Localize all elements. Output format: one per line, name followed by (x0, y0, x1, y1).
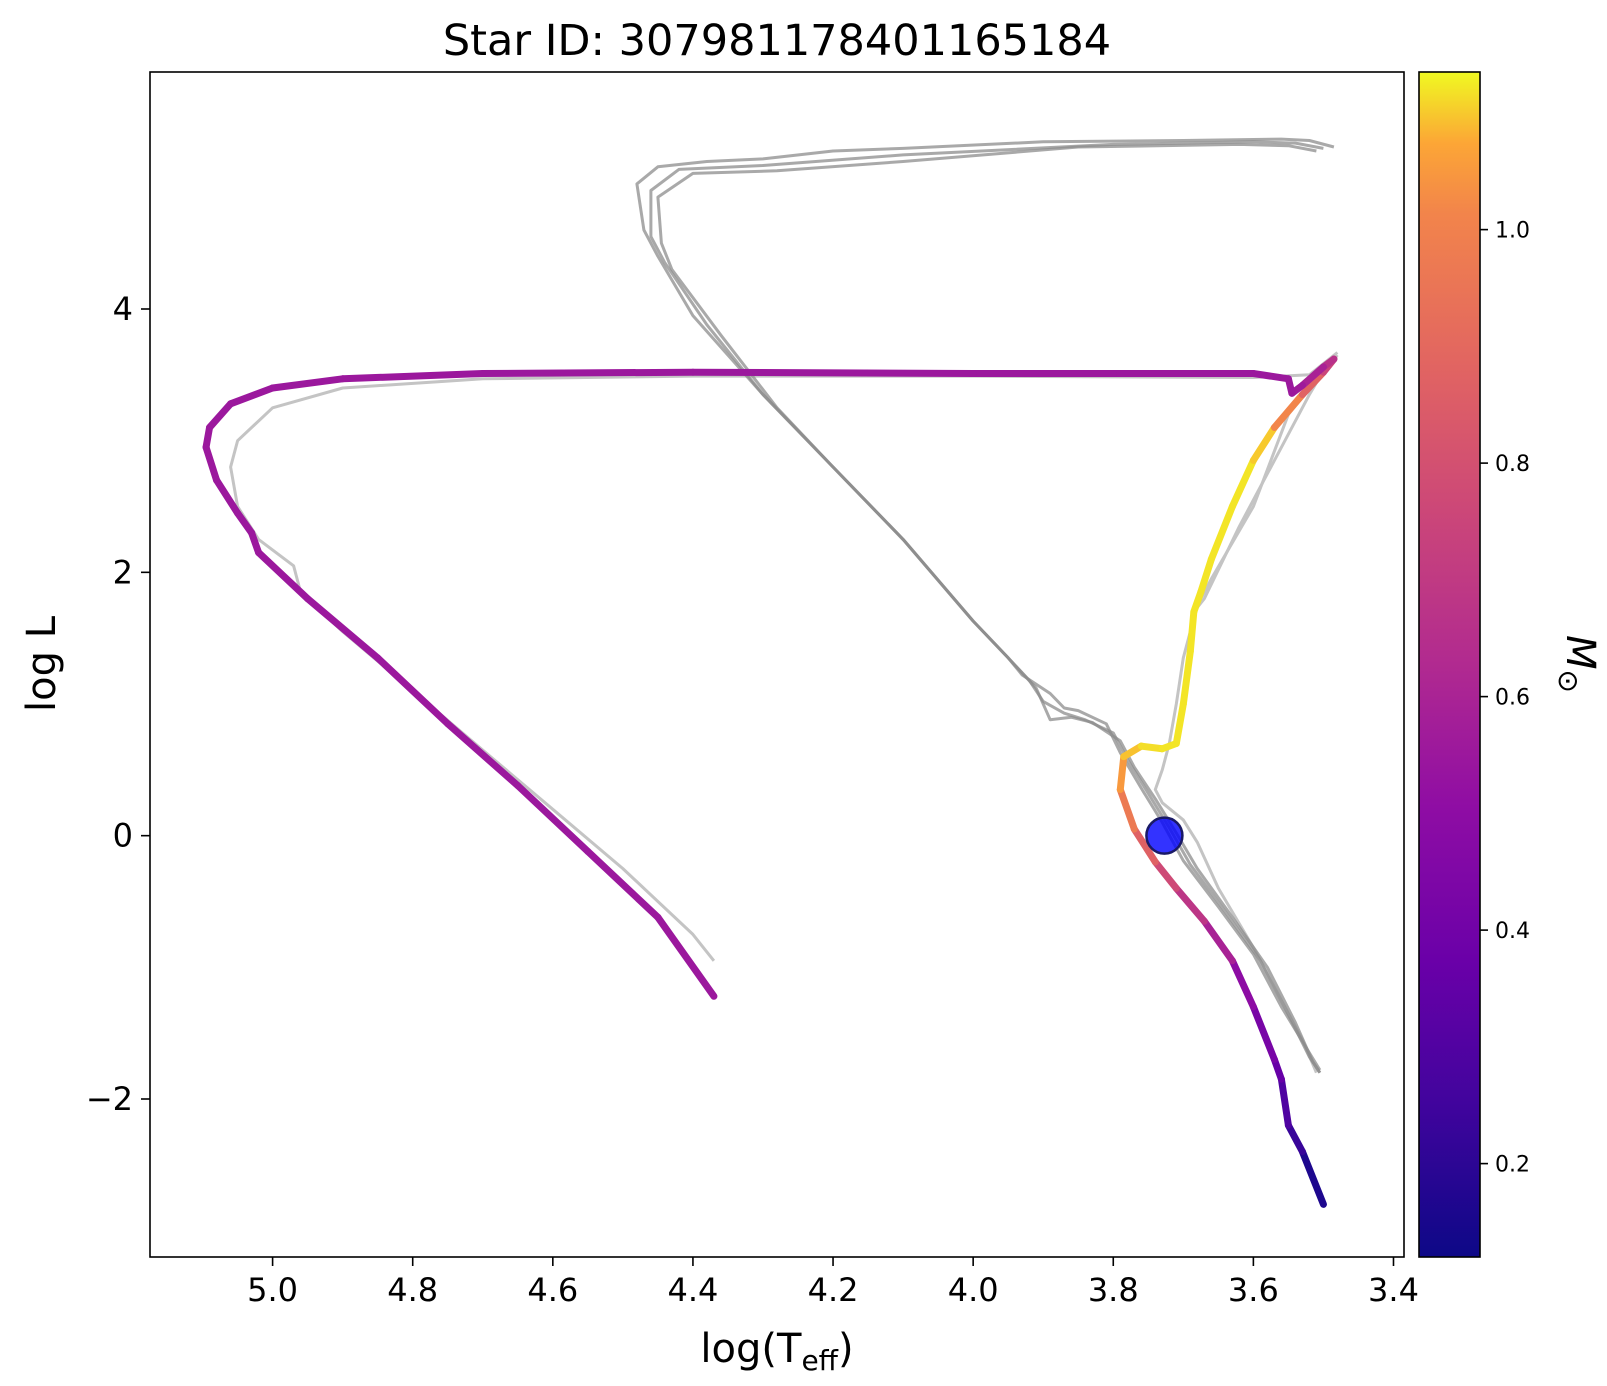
colorbar: 0.2 0.4 0.6 0.8 1.0 M⊙ (1418, 71, 1603, 1258)
colorbar-tick-label: 0.8 (1495, 452, 1530, 477)
main-track-segment (1151, 858, 1180, 892)
main-track-segment (514, 782, 592, 855)
main-track-segment (1200, 917, 1236, 965)
main-track-segment (444, 720, 522, 790)
colorbar-tick-label: 0.6 (1495, 686, 1530, 711)
main-track-segment (304, 595, 382, 662)
reference-track-2 (656, 142, 1322, 1074)
x-tick-label: 3.4 (1368, 1271, 1419, 1309)
y-tick-label: 0 (113, 817, 133, 855)
main-track-segment (1179, 647, 1194, 708)
main-track-segment (1249, 1003, 1278, 1063)
colorbar-ticks: 0.2 0.4 0.6 0.8 1.0 (1480, 219, 1530, 1178)
main-track-segment (1172, 700, 1187, 747)
colorbar-tick-label: 0.4 (1495, 919, 1530, 944)
main-track-segment (584, 847, 662, 921)
x-tick-label: 3.6 (1228, 1271, 1279, 1309)
y-axis-label: log L (19, 615, 65, 712)
chart-title: Star ID: 307981178401165184 (443, 16, 1111, 66)
reference-tracks (635, 137, 1335, 1074)
current-position-marker (1145, 816, 1184, 855)
main-track-segment (1116, 753, 1128, 794)
x-tick-label: 4.6 (527, 1271, 578, 1309)
faint-track-0 (229, 351, 1339, 962)
main-track-segment (269, 375, 347, 392)
main-track-segment (1116, 786, 1138, 833)
x-axis-label: log(Teff) (700, 1326, 853, 1377)
y-axis-ticks: −2 0 2 4 (86, 290, 150, 1118)
reference-track-0 (635, 137, 1335, 1071)
reference-track-1 (649, 140, 1324, 1074)
main-track-segment (1298, 368, 1327, 399)
x-axis-label-end: ) (838, 1326, 854, 1372)
main-track-segment (374, 654, 452, 728)
x-axis-label-main: log(T (700, 1326, 802, 1372)
main-track-segment (1228, 456, 1257, 510)
main-track-segment (479, 368, 697, 378)
main-track-segment (1207, 503, 1236, 563)
x-tick-label: 5.0 (247, 1271, 298, 1309)
main-track-segment (1172, 884, 1208, 925)
main-track-segment (206, 400, 235, 431)
main-track-segment (255, 549, 312, 603)
main-track-segment (1284, 1121, 1306, 1156)
y-tick-label: 4 (113, 290, 133, 328)
x-tick-label: 4.0 (948, 1271, 999, 1309)
main-track-segment (1186, 608, 1198, 655)
main-track-segment (202, 443, 221, 484)
faint-tracks (229, 351, 1339, 1074)
plot-frame (149, 71, 1405, 1258)
main-track-segment (1249, 370, 1292, 383)
colorbar-label-sub: ⊙ (1552, 670, 1585, 693)
plot-area: 5.0 4.8 4.6 4.4 4.2 4.0 3.8 3.6 3.4 −2 0 2 4 (86, 71, 1419, 1309)
main-track-segment (1298, 1148, 1327, 1208)
main-track-segment (1270, 391, 1306, 431)
x-axis-ticks: 5.0 4.8 4.6 4.4 4.2 4.0 3.8 3.6 3.4 (247, 1257, 1419, 1309)
main-track-segment (339, 370, 487, 383)
main-track-segment (234, 509, 256, 537)
main-track-segment (1228, 957, 1257, 1011)
main-track-segment (689, 368, 977, 378)
faint-track-2 (1192, 358, 1332, 613)
main-track-segment (1130, 825, 1159, 866)
main-track-segment (227, 384, 277, 408)
x-axis-label-sub: eff (801, 1344, 838, 1377)
main-track-segment (1249, 424, 1278, 464)
main-evolution-track (202, 355, 1338, 1208)
colorbar-gradient (1418, 71, 1481, 1258)
x-tick-label: 3.8 (1088, 1271, 1139, 1309)
y-tick-label: 2 (113, 553, 133, 591)
main-track-segment (1137, 742, 1166, 753)
main-track-segment (654, 913, 718, 1000)
colorbar-label: M⊙ (1552, 635, 1603, 693)
x-tick-label: 4.4 (667, 1271, 718, 1309)
colorbar-tick-label: 1.0 (1495, 219, 1530, 244)
y-tick-label: −2 (86, 1080, 133, 1118)
main-track-segment (1197, 555, 1215, 596)
x-tick-label: 4.8 (387, 1271, 438, 1309)
x-tick-label: 4.2 (808, 1271, 859, 1309)
star-marker (1145, 816, 1184, 855)
main-track-segment (1277, 1075, 1292, 1129)
colorbar-tick-label: 0.2 (1495, 1153, 1530, 1178)
main-track-segment (213, 476, 242, 517)
main-track-segment (1298, 363, 1327, 389)
colorbar-label-main: M (1557, 635, 1603, 670)
